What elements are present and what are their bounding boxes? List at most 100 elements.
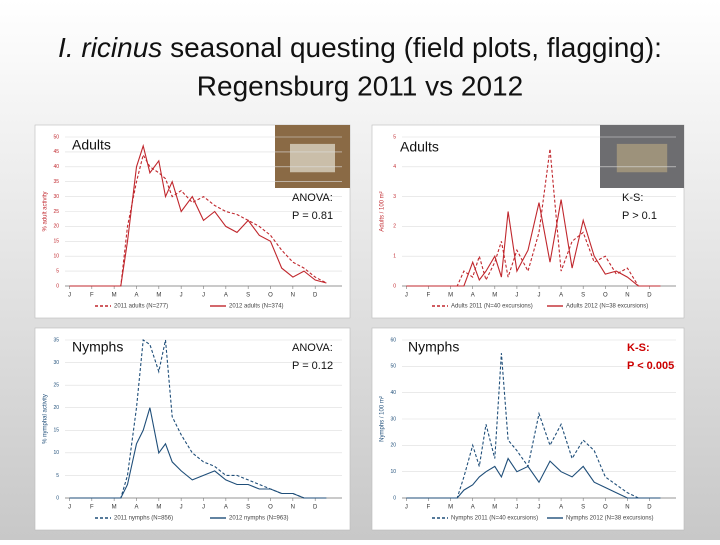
y-tick-label: 20: [390, 443, 396, 449]
title-italic: I. ricinus: [58, 32, 162, 63]
y-tick-label: 20: [53, 405, 59, 411]
x-tick-label: M: [448, 293, 453, 299]
annotation: P > 0.1: [622, 210, 657, 222]
x-tick-label: M: [112, 505, 117, 511]
x-tick-label: M: [112, 293, 117, 299]
y-tick-label: 10: [53, 450, 59, 456]
x-tick-label: J: [515, 505, 518, 511]
x-tick-label: J: [538, 293, 541, 299]
y-tick-label: 35: [53, 337, 59, 343]
x-tick-label: D: [647, 505, 652, 511]
chart-panel: [34, 327, 351, 531]
photo-detail: [290, 143, 335, 173]
y-tick-label: 0: [393, 495, 396, 501]
y-tick-label: 50: [390, 364, 396, 370]
annotation: Nymphs: [408, 339, 459, 355]
y-tick-label: 0: [56, 495, 59, 501]
annotation: Adults: [400, 139, 439, 155]
x-tick-label: M: [156, 505, 161, 511]
x-tick-label: F: [90, 505, 94, 511]
x-tick-label: J: [405, 293, 408, 299]
series-line: [406, 457, 661, 499]
y-tick-label: 50: [53, 134, 59, 140]
series-line: [406, 148, 661, 287]
x-tick-label: D: [313, 505, 318, 511]
x-tick-label: J: [68, 293, 71, 299]
x-tick-label: A: [134, 505, 138, 511]
x-tick-label: N: [625, 505, 629, 511]
y-tick-label: 15: [53, 428, 59, 434]
y-tick-label: 30: [53, 194, 59, 200]
x-tick-label: O: [603, 293, 608, 299]
x-tick-label: J: [538, 505, 541, 511]
legend-label: Adults 2011 (N=40 excursions): [451, 304, 533, 310]
y-tick-label: 60: [390, 337, 396, 343]
y-axis-label: Adults / 100 m²: [380, 191, 386, 231]
y-axis-label: % nymphal activity: [43, 394, 49, 444]
x-tick-label: M: [448, 505, 453, 511]
x-tick-label: N: [291, 505, 295, 511]
x-tick-label: D: [313, 293, 318, 299]
y-tick-label: 35: [53, 179, 59, 185]
x-tick-label: O: [268, 505, 273, 511]
annotation: Nymphs: [72, 339, 123, 355]
x-tick-label: M: [492, 505, 497, 511]
x-tick-label: A: [559, 293, 563, 299]
x-tick-label: M: [492, 293, 497, 299]
legend-label: 2011 adults (N=277): [114, 304, 168, 310]
annotation: Adults: [72, 137, 111, 153]
x-tick-label: A: [224, 293, 228, 299]
y-tick-label: 25: [53, 209, 59, 215]
y-axis-label: Nymphs / 100 m²: [380, 396, 386, 442]
x-tick-label: D: [647, 293, 652, 299]
annotation: P < 0.005: [627, 360, 674, 372]
x-tick-label: O: [268, 293, 273, 299]
y-tick-label: 3: [393, 194, 396, 200]
annotation: ANOVA:: [292, 342, 333, 354]
y-tick-label: 5: [393, 134, 396, 140]
legend-label: 2012 adults (N=374): [229, 304, 284, 310]
y-axis-label: % adult activity: [43, 191, 49, 231]
x-tick-label: J: [202, 505, 205, 511]
title-rest: seasonal questing (field plots, flagging…: [162, 32, 662, 63]
chart-panel: [371, 327, 685, 531]
y-tick-label: 15: [53, 239, 59, 245]
y-tick-label: 1: [393, 254, 396, 260]
x-tick-label: J: [405, 505, 408, 511]
y-tick-label: 40: [53, 164, 59, 170]
y-tick-label: 40: [390, 390, 396, 396]
x-tick-label: J: [68, 505, 71, 511]
y-tick-label: 5: [56, 268, 59, 274]
x-tick-label: S: [581, 505, 585, 511]
photo-detail: [616, 143, 668, 173]
x-tick-label: J: [180, 293, 183, 299]
x-tick-label: S: [581, 293, 585, 299]
x-tick-label: F: [427, 505, 431, 511]
y-tick-label: 10: [390, 469, 396, 475]
annotation: P = 0.81: [292, 210, 333, 222]
y-tick-label: 2: [393, 224, 396, 230]
series-line: [69, 153, 327, 287]
legend-label: Adults 2012 (N=38 excursions): [566, 304, 648, 310]
y-tick-label: 20: [53, 224, 59, 230]
x-tick-label: A: [224, 505, 228, 511]
x-tick-label: F: [90, 293, 94, 299]
y-tick-label: 0: [393, 283, 396, 289]
x-tick-label: A: [559, 505, 563, 511]
x-tick-label: M: [156, 293, 161, 299]
slide-subtitle: Regensburg 2011 vs 2012: [197, 70, 523, 101]
x-tick-label: S: [246, 505, 250, 511]
slide-title: I. ricinus seasonal questing (field plot…: [58, 32, 662, 63]
x-tick-label: J: [202, 293, 205, 299]
y-tick-label: 10: [53, 254, 59, 260]
legend-label: Nymphs 2011 (N=40 excursions): [451, 516, 538, 522]
y-tick-label: 5: [56, 473, 59, 479]
series-line: [69, 407, 327, 499]
annotation: K-S:: [622, 192, 643, 204]
x-tick-label: A: [134, 293, 138, 299]
x-tick-label: F: [427, 293, 431, 299]
y-tick-label: 30: [53, 360, 59, 366]
series-line: [69, 143, 327, 287]
